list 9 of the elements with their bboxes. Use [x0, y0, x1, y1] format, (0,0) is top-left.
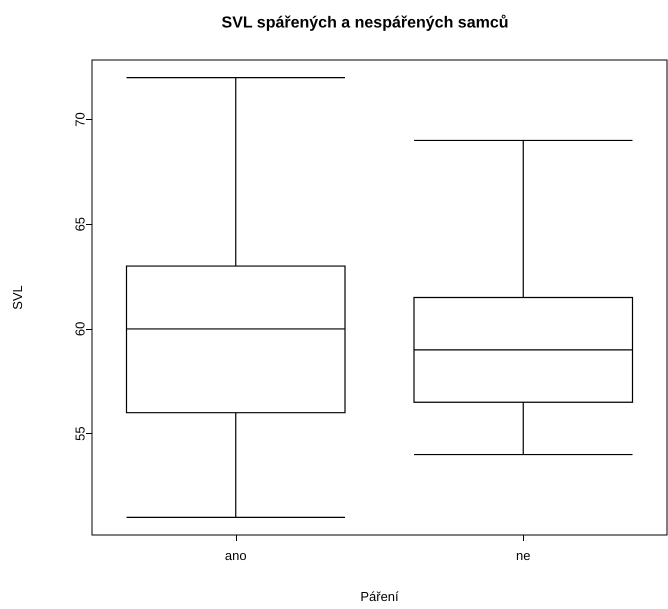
- chart-title: SVL spářených a nespářených samců: [222, 14, 508, 32]
- y-tick-label: 65: [72, 216, 88, 232]
- y-axis-title: SVL: [10, 285, 25, 310]
- x-tick-label: ne: [516, 548, 530, 563]
- y-tick-label: 60: [72, 322, 88, 336]
- y-tick-label: 55: [72, 426, 88, 441]
- x-tick-label: ano: [224, 548, 247, 563]
- x-axis-title: Páření: [360, 589, 400, 604]
- y-tick-label: 70: [72, 112, 88, 127]
